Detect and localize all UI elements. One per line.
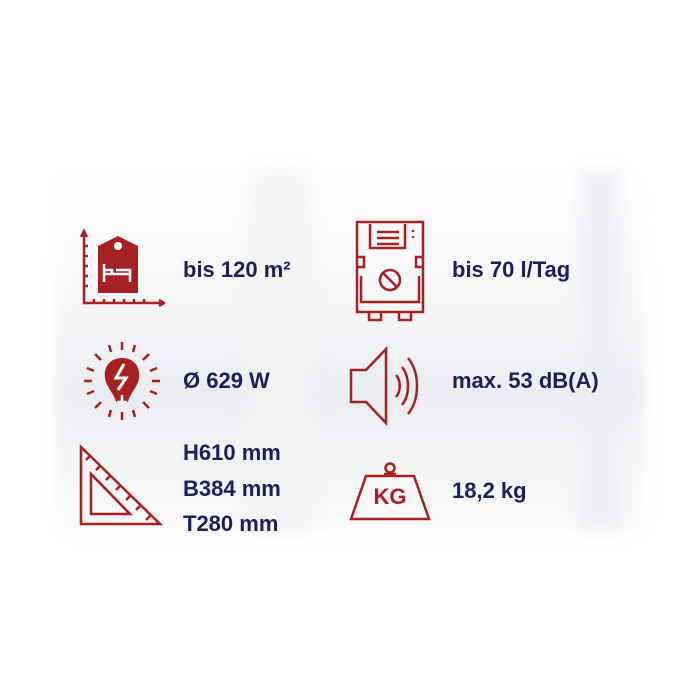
weight-icon-label: KG [374, 484, 407, 509]
capacity-value: bis 70 l/Tag [452, 257, 571, 282]
room-area-icon [80, 228, 165, 310]
area-value: bis 120 m² [183, 257, 291, 282]
power-value: Ø 629 W [183, 368, 270, 393]
power-bulb-icon [82, 340, 162, 422]
background-photo-detail [580, 170, 620, 530]
set-square-icon [78, 444, 164, 528]
background-photo-detail [250, 170, 310, 530]
dimension-depth: T280 mm [183, 511, 279, 536]
background-photo [55, 165, 645, 535]
dimension-width: B384 mm [183, 476, 281, 501]
dimension-height: H610 mm [183, 440, 281, 465]
weight-icon: KG [348, 462, 432, 522]
noise-value: max. 53 dB(A) [452, 368, 599, 393]
speaker-icon [348, 345, 423, 427]
dehumidifier-icon [355, 220, 427, 324]
weight-value: 18,2 kg [452, 478, 527, 503]
